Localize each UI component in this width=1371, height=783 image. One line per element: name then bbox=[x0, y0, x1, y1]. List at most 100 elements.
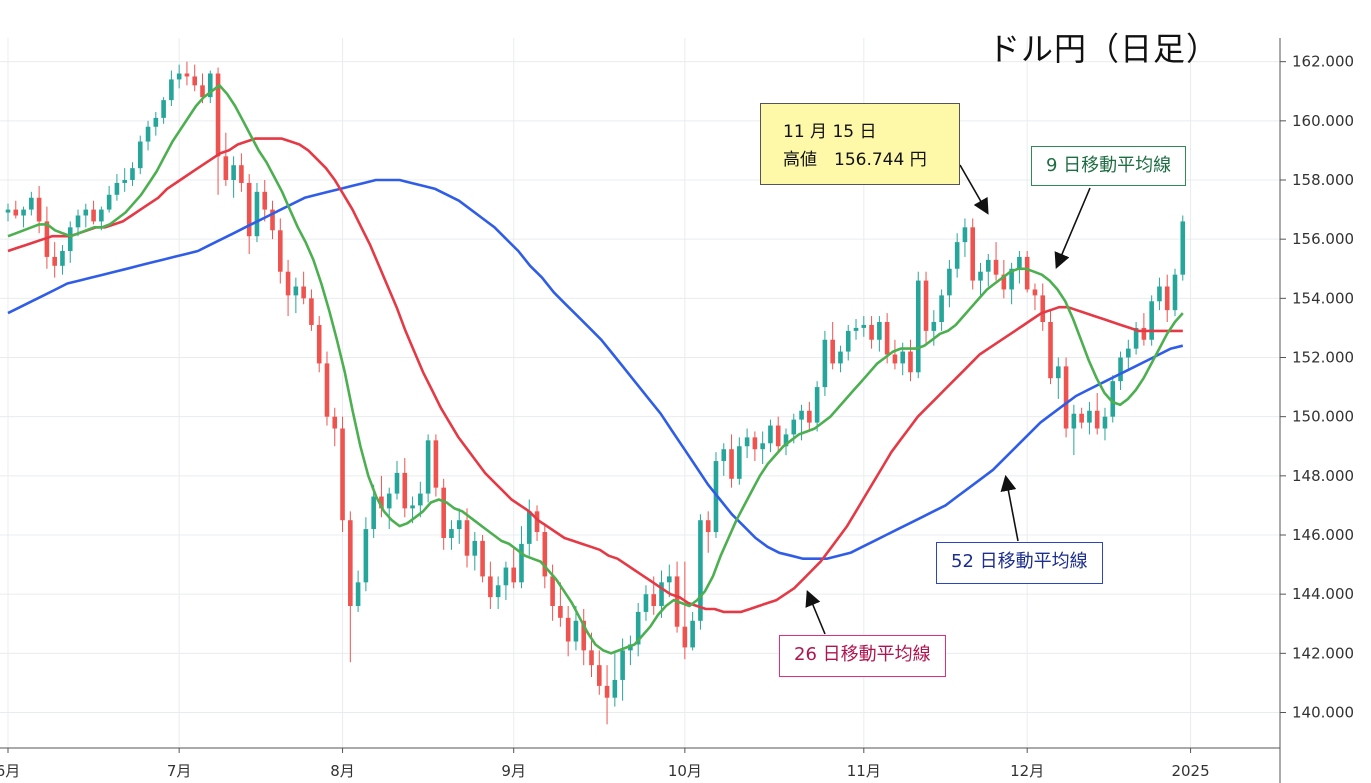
candle-body bbox=[612, 679, 618, 698]
candle-body bbox=[892, 354, 898, 364]
candle-body bbox=[29, 197, 34, 210]
candle-body bbox=[558, 606, 563, 618]
price-tick-label: 156.000 bbox=[1292, 230, 1354, 248]
candle-body bbox=[1040, 295, 1046, 322]
candle-body bbox=[332, 416, 338, 429]
candle-body bbox=[838, 351, 843, 364]
candle-body bbox=[814, 387, 820, 423]
candle-body bbox=[596, 665, 602, 686]
candle-body bbox=[526, 511, 532, 544]
candle-body bbox=[573, 620, 579, 642]
candle-body bbox=[246, 182, 252, 237]
candle-body bbox=[192, 76, 198, 86]
candle-body bbox=[628, 644, 633, 651]
candle-body bbox=[215, 73, 221, 157]
price-tick-label: 150.000 bbox=[1292, 408, 1354, 426]
candle-body bbox=[651, 594, 657, 606]
candle-body bbox=[1009, 268, 1014, 290]
candle-body bbox=[137, 141, 143, 169]
candle-body bbox=[877, 322, 882, 340]
candle-body bbox=[60, 251, 65, 266]
candle-body bbox=[1063, 366, 1069, 429]
candle-body bbox=[667, 576, 672, 583]
candle-body bbox=[301, 286, 306, 299]
candle-body bbox=[254, 191, 260, 237]
candle-body bbox=[690, 620, 695, 648]
candle-body bbox=[775, 425, 781, 447]
candle-body bbox=[1056, 366, 1061, 379]
candle-body bbox=[1141, 327, 1147, 340]
candle-body bbox=[122, 180, 127, 183]
candle-body bbox=[962, 227, 968, 243]
candle-body bbox=[488, 576, 493, 598]
price-tick-label: 158.000 bbox=[1292, 171, 1354, 189]
candle-body bbox=[161, 100, 166, 118]
candle-body bbox=[1094, 410, 1100, 429]
candle-body bbox=[768, 425, 773, 444]
candle-body bbox=[5, 209, 11, 213]
candle-body bbox=[200, 85, 205, 98]
candle-body bbox=[1157, 286, 1162, 302]
candle-body bbox=[511, 567, 516, 583]
candle-body bbox=[348, 520, 353, 606]
candle-body bbox=[729, 449, 734, 479]
candle-body bbox=[449, 529, 454, 538]
ma26-line bbox=[7, 137, 1183, 614]
candle-body bbox=[355, 582, 361, 606]
candle-body bbox=[799, 410, 804, 420]
candle-body bbox=[635, 611, 641, 645]
candle-body bbox=[456, 520, 462, 530]
candle-body bbox=[441, 487, 446, 538]
ma26-arrow bbox=[805, 590, 826, 635]
candle-body bbox=[1110, 381, 1116, 417]
time-tick-label: 9月 bbox=[501, 762, 526, 780]
candle-body bbox=[565, 617, 571, 642]
candle-body bbox=[1164, 286, 1170, 311]
candle-body bbox=[791, 419, 797, 435]
high-date: 11 月 15 日 bbox=[783, 122, 877, 142]
candle-body bbox=[1172, 274, 1178, 311]
candle-body bbox=[223, 156, 229, 180]
price-tick-label: 154.000 bbox=[1292, 289, 1354, 307]
candle-body bbox=[1180, 221, 1186, 275]
high-callout: 11 月 15 日 高値 156.744 円 bbox=[760, 103, 960, 185]
candle-body bbox=[278, 230, 283, 272]
price-tick-label: 152.000 bbox=[1292, 349, 1354, 367]
candle-body bbox=[13, 209, 19, 216]
candle-body bbox=[1118, 357, 1123, 382]
candle-body bbox=[21, 209, 26, 216]
candle-body bbox=[480, 540, 485, 577]
candle-body bbox=[542, 532, 548, 577]
candle-body bbox=[316, 324, 322, 364]
candle-body bbox=[1048, 322, 1053, 379]
candle-body bbox=[394, 472, 400, 494]
candle-body bbox=[91, 209, 96, 222]
candle-body bbox=[1032, 289, 1038, 296]
candle-body bbox=[262, 191, 268, 210]
ma9-label-box: 9 日移動平均線 bbox=[1031, 146, 1187, 186]
candle-body bbox=[433, 440, 439, 488]
candle-body bbox=[52, 256, 57, 266]
candle-body bbox=[698, 520, 703, 621]
candle-body bbox=[861, 324, 867, 328]
candle-body bbox=[845, 330, 851, 352]
candle-body bbox=[853, 327, 859, 331]
candle-body bbox=[923, 280, 929, 331]
candle-body bbox=[985, 259, 991, 272]
candle-body bbox=[1079, 413, 1084, 423]
candle-body bbox=[169, 79, 174, 101]
candle-body bbox=[1126, 348, 1131, 358]
candle-body bbox=[285, 271, 291, 296]
price-tick-label: 148.000 bbox=[1292, 467, 1354, 485]
candle-body bbox=[207, 73, 213, 98]
ma52-label-box: 52 日移動平均線 bbox=[936, 542, 1103, 584]
candle-body bbox=[145, 126, 151, 142]
ma26-label-box: 26 日移動平均線 bbox=[779, 635, 946, 677]
candle-body bbox=[1024, 256, 1030, 290]
price-tick-label: 144.000 bbox=[1292, 585, 1354, 603]
time-tick-label: 7月 bbox=[167, 762, 192, 780]
chart-title: ドル円（日足） bbox=[988, 30, 1220, 68]
candle-body bbox=[1102, 416, 1108, 429]
candle-body bbox=[589, 650, 594, 666]
